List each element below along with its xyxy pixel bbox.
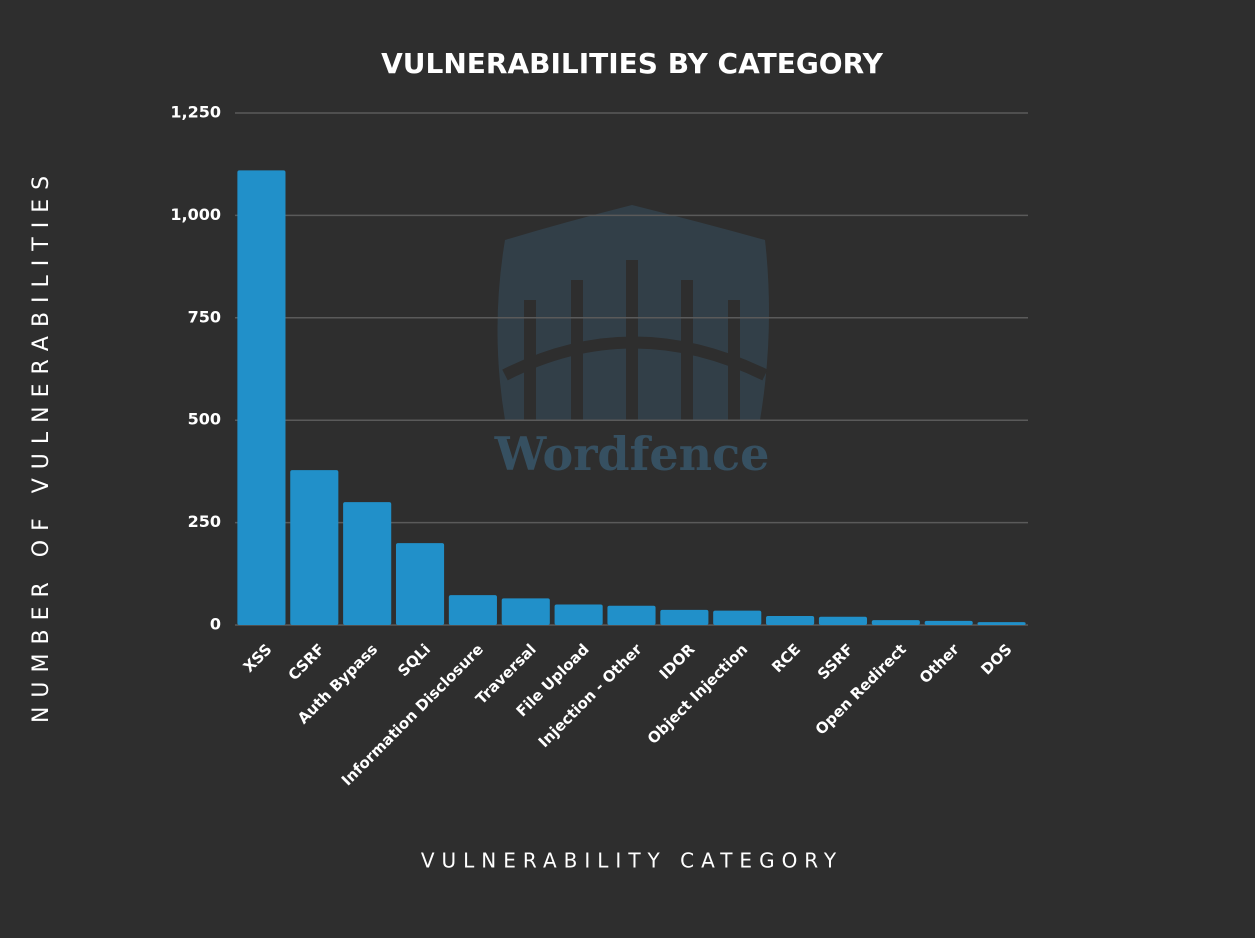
bar — [290, 470, 339, 625]
bar — [977, 622, 1026, 625]
y-tick-label: 500 — [188, 410, 221, 429]
bar — [713, 610, 762, 625]
y-axis-title: NUMBER OF VULNERABILITIES — [29, 167, 54, 723]
y-tick-label: 1,250 — [170, 103, 221, 122]
bar — [237, 170, 286, 625]
watermark-logo — [497, 205, 769, 420]
y-tick-label: 250 — [188, 512, 221, 531]
bar — [924, 620, 973, 625]
bar — [660, 609, 709, 625]
chart-title: VULNERABILITIES BY CATEGORY — [381, 47, 884, 80]
bar — [766, 615, 815, 625]
y-tick-label: 1,000 — [170, 205, 221, 224]
watermark-text: Wordfence — [494, 427, 770, 481]
y-tick-label: 0 — [210, 615, 221, 634]
x-axis-title: VULNERABILITY CATEGORY — [421, 849, 843, 873]
bar — [448, 595, 497, 625]
y-tick-label: 750 — [188, 307, 221, 326]
bar — [554, 604, 603, 625]
bar — [607, 605, 656, 625]
bar — [871, 620, 920, 625]
bar — [343, 502, 392, 625]
bar — [395, 543, 445, 625]
bar — [818, 616, 868, 625]
bar — [501, 598, 550, 625]
